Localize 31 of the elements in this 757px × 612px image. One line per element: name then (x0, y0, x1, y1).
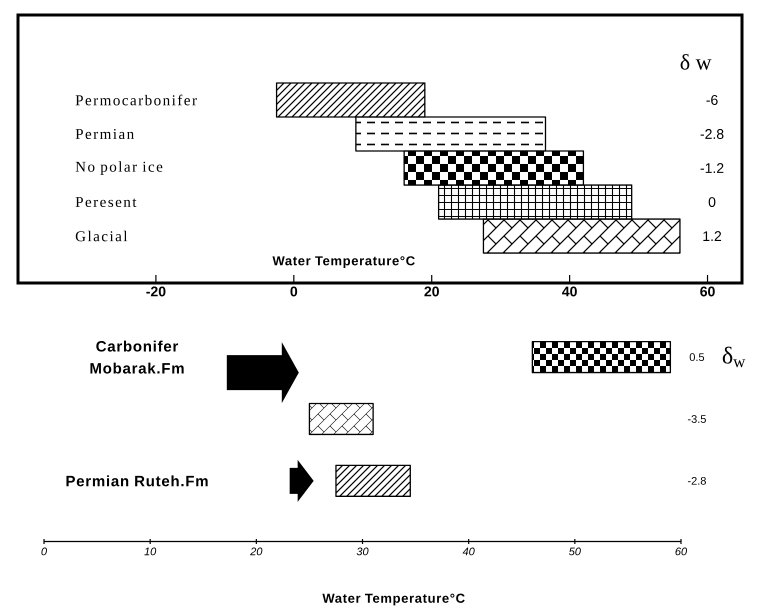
y-tick-label: No polar ice (76, 161, 162, 175)
y2-tick-label: -3.5 (688, 415, 706, 423)
x-tick-label: 10 (144, 548, 156, 556)
y-tick-label: Permocarbonifer (76, 94, 197, 106)
x-tick-label: 60 (700, 286, 715, 296)
y-tick-label: Permian Ruteh.Fm (66, 475, 208, 486)
x-tick-label: 40 (562, 286, 577, 296)
y2-tick-label: 1.2 (703, 231, 722, 241)
x-axis-title: Water Temperature°C (272, 256, 415, 268)
x-tick-label: 50 (568, 548, 581, 556)
y2-tick-label: -2.8 (700, 129, 724, 139)
x-tick-label: 0 (290, 286, 298, 296)
y2-axis-title: δ$_{w}$ (722, 346, 746, 368)
y-tick-label: Carbonifer Mobarak.Fm (90, 340, 184, 374)
y-tick-label: Peresent (76, 197, 136, 208)
y2-tick-label: 0 (708, 197, 716, 208)
y-tick-label: Glacial (76, 230, 128, 242)
y2-tick-label: 0.5 (690, 353, 704, 362)
x-tick-label: 20 (424, 286, 439, 296)
x-tick-label: 40 (462, 548, 475, 556)
y2-tick-label: -1.2 (700, 163, 724, 173)
x-axis-title: Water Temperature°C (322, 594, 465, 606)
y2-axis-title: δ w (680, 54, 712, 70)
y2-tick-label: -6 (706, 95, 718, 105)
y-tick-label: Permian (76, 128, 134, 140)
x-tick-label: 60 (675, 548, 688, 556)
x-tick-label: 30 (356, 548, 369, 556)
x-tick-label: 20 (250, 548, 262, 556)
y2-tick-label: -2.8 (688, 476, 706, 485)
x-tick-label: 0 (41, 548, 47, 556)
x-tick-label: -20 (146, 286, 166, 296)
